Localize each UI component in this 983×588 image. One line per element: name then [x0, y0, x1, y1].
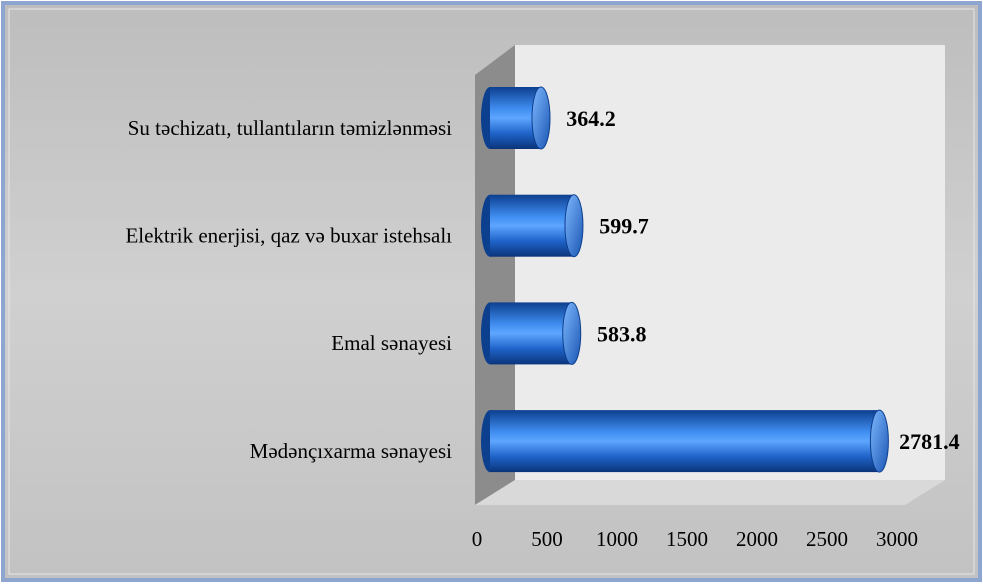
plot: 0 500 1000 1500 2000 2500 3000 Su təchizatı, tu…: [125, 86, 960, 551]
floor: [475, 480, 945, 505]
frame-inner: [8, 8, 975, 575]
value-label: 364.2: [566, 106, 616, 131]
category-label: Su təchizatı, tullantıların təmizlənməsi: [128, 116, 452, 140]
x-tick-label: 1500: [666, 527, 708, 551]
category-label: Emal sənayesi: [331, 331, 452, 355]
x-tick-label: 3000: [876, 527, 918, 551]
category-label: Elektrik enerjisi, qaz və buxar istehsal…: [125, 224, 452, 248]
x-tick-label: 500: [531, 527, 563, 551]
x-tick-label: 2500: [806, 527, 848, 551]
side-wall: [475, 45, 515, 505]
x-tick-label: 0: [472, 527, 483, 551]
value-label: 583.8: [597, 321, 647, 346]
bar-cap: [562, 301, 582, 365]
value-label: 2781.4: [899, 429, 960, 454]
x-tick-label: 2000: [736, 527, 778, 551]
bar-cap: [869, 409, 889, 473]
bar-cap: [564, 194, 584, 258]
x-tick-label: 1000: [596, 527, 638, 551]
bar: [490, 302, 572, 365]
bar: [490, 410, 880, 473]
value-label: 599.7: [599, 214, 649, 239]
back-wall: [515, 45, 945, 480]
bar-cap: [531, 86, 551, 150]
category-label: Mədənçıxarma sənayesi: [250, 439, 452, 463]
bar: [490, 194, 574, 257]
